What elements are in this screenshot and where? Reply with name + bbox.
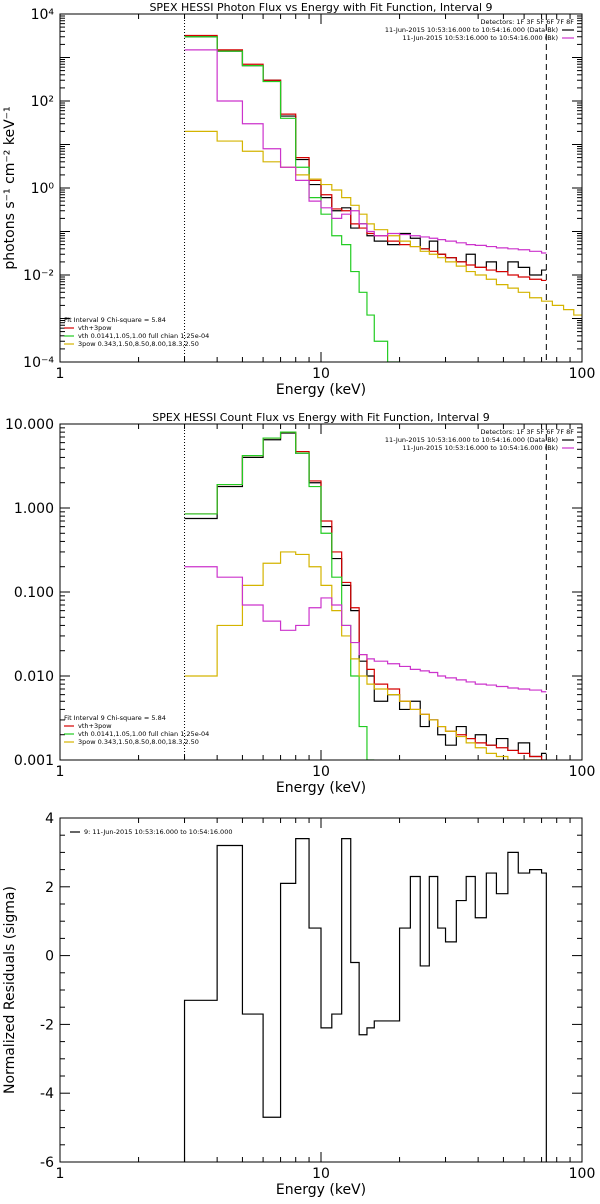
legend-entry-label: 9: 11-Jun-2015 10:53:16.000 to 10:54:16.… [84,828,232,836]
series-line-5 [184,49,547,254]
y-tick-label: 10⁴ [31,7,55,23]
legend-entry-label: 11-Jun-2015 10:53:16.000 to 10:54:16.000… [385,436,558,444]
y-tick-label: 0.001 [14,753,54,769]
series-group [184,431,547,760]
x-axis-label: Energy (keV) [276,780,366,796]
y-tick-label: 10⁻⁴ [23,355,54,371]
legend-entry-label: 11-Jun-2015 10:53:16.000 to 10:54:16.000… [403,444,558,452]
x-axis-label: Energy (keV) [276,382,366,398]
legend-entry-label: 11-Jun-2015 10:53:16.000 to 10:54:16.000… [403,34,558,42]
x-tick-label: 100 [569,366,596,382]
series-line-2 [184,431,547,760]
x-tick-label: 100 [569,764,596,780]
series-group [183,838,547,1162]
legend-entry-label: 11-Jun-2015 10:53:16.000 to 10:54:16.000… [385,26,558,34]
x-tick-label: 100 [569,1166,596,1182]
x-tick-label: 1 [56,366,65,382]
fit-legend-header: Fit Interval 9 Chi-square = 5.84 [64,316,166,324]
x-tick-label: 1 [56,764,65,780]
plot-frame [59,817,583,1163]
plot-frame [59,423,583,761]
fit-legend-label: 3pow 0.343,1.50,8.50,8.00,18.3,2.50 [78,738,199,746]
legend-top: Detectors: 1F 3F 5F 6F 7F 8F11-Jun-2015 … [385,18,574,42]
series-line-5 [184,566,547,693]
fit-legend-label: vth+3pow [78,324,112,332]
fit-legend-label: vth+3pow [78,722,112,730]
y-axis-label: Normalized Residuals (sigma) [2,886,18,1094]
y-tick-label: 10⁻² [23,268,54,284]
series-line-3 [184,431,375,760]
chart-title: SPEX HESSI Count Flux vs Energy with Fit… [152,411,489,424]
plot-frame [59,13,583,363]
legend-bottom: Fit Interval 9 Chi-square = 5.84vth+3pow… [64,316,209,348]
y-tick-label: 0 [45,949,54,965]
chart-title: SPEX HESSI Photon Flux vs Energy with Fi… [149,1,492,14]
chart-panel-1: SPEX HESSI Photon Flux vs Energy with Fi… [2,1,595,398]
series-line-2 [184,34,547,282]
y-tick-label: 10² [31,94,54,110]
legend-top: Detectors: 1F 3F 5F 6F 7F 8F11-Jun-2015 … [385,428,574,452]
x-tick-label: 10 [312,1166,330,1182]
y-axis-label: photons s⁻¹ cm⁻² keV⁻¹ [2,106,18,269]
y-tick-label: 0.010 [14,669,54,685]
chart-panel-2: SPEX HESSI Count Flux vs Energy with Fit… [5,411,595,796]
fit-legend-label: vth 0.0141,1.05,1.00 full chian 1.25e-04 [78,730,209,738]
y-tick-label: -4 [40,1086,54,1102]
y-tick-label: -2 [40,1017,54,1033]
series-group [184,34,582,362]
y-tick-label: 4 [45,811,54,827]
y-tick-label: 1.000 [14,501,54,517]
legend-header: Detectors: 1F 3F 5F 6F 7F 8F [480,18,574,26]
y-tick-label: 0.100 [14,585,54,601]
y-tick-label: 10⁰ [31,181,55,197]
x-tick-label: 10 [312,764,330,780]
legend-top: 9: 11-Jun-2015 10:53:16.000 to 10:54:16.… [70,828,232,836]
y-tick-label: 2 [45,880,54,896]
legend-header: Detectors: 1F 3F 5F 6F 7F 8F [480,428,574,436]
x-axis-label: Energy (keV) [276,1182,366,1198]
fit-legend-label: 3pow 0.343,1.50,8.50,8.00,18.3,2.50 [78,340,199,348]
x-tick-label: 1 [56,1166,65,1182]
legend-bottom: Fit Interval 9 Chi-square = 5.84vth+3pow… [64,714,209,746]
fit-legend-label: vth 0.0141,1.05,1.00 full chian 1.25e-04 [78,332,209,340]
fit-legend-header: Fit Interval 9 Chi-square = 5.84 [64,714,166,722]
series-line-4 [184,130,582,316]
x-tick-label: 10 [312,366,330,382]
chart-panel-3: 1 10 100 -6 -4 -2 0 2 4 Energy (keV) Normalized Re… [2,811,595,1198]
series-line-1 [184,36,547,276]
series-line-1 [183,838,547,1162]
series-line-4 [184,551,542,760]
y-tick-label: 10.000 [5,417,54,433]
y-tick-label: -6 [40,1155,54,1171]
series-line-1 [184,432,547,758]
